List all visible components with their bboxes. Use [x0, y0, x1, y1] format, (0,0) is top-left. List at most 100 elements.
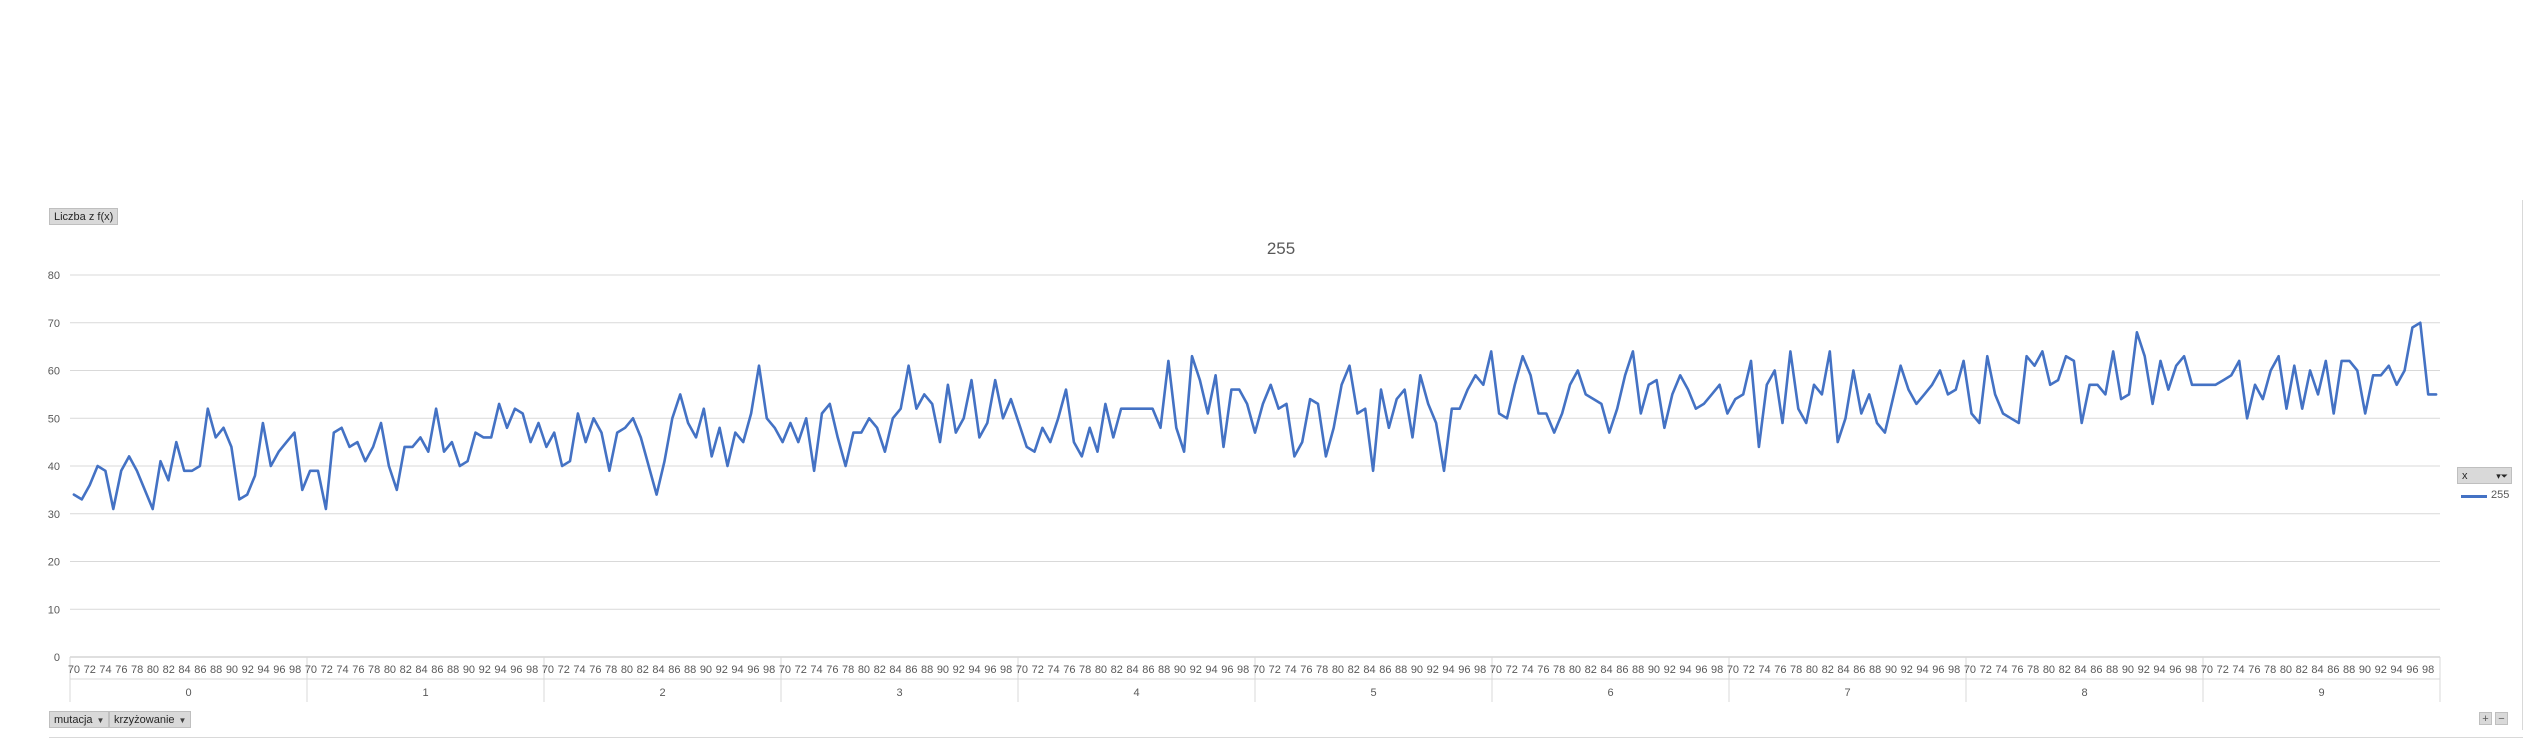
x-inner-tick-label: 90: [2122, 664, 2134, 676]
x-inner-tick-label: 78: [1316, 664, 1328, 676]
x-inner-tick-label: 88: [1632, 664, 1644, 676]
x-inner-tick-label: 92: [2138, 664, 2150, 676]
x-inner-tick-label: 76: [352, 664, 364, 676]
x-inner-tick-label: 80: [2043, 664, 2055, 676]
x-inner-tick-label: 76: [1063, 664, 1075, 676]
x-inner-tick-label: 84: [2311, 664, 2323, 676]
x-inner-tick-label: 90: [463, 664, 475, 676]
expand-button[interactable]: +: [2479, 712, 2492, 725]
x-inner-tick-label: 82: [400, 664, 412, 676]
x-inner-tick-label: 98: [526, 664, 538, 676]
collapse-button[interactable]: −: [2495, 712, 2508, 725]
x-inner-tick-label: 74: [810, 664, 822, 676]
x-inner-tick-label: 88: [921, 664, 933, 676]
axis-field-button-krzyzowanie[interactable]: krzyżowanie ▼: [109, 711, 192, 728]
x-inner-tick-label: 94: [1916, 664, 1928, 676]
x-outer-category-label: 8: [2081, 687, 2087, 699]
x-inner-tick-label: 70: [1016, 664, 1028, 676]
x-outer-category-label: 7: [1844, 687, 1850, 699]
x-inner-tick-label: 76: [2011, 664, 2023, 676]
x-outer-category-label: 6: [1607, 687, 1613, 699]
x-inner-tick-label: 76: [826, 664, 838, 676]
x-inner-tick-label: 70: [68, 664, 80, 676]
chart-title: 255: [1267, 239, 1295, 258]
x-inner-tick-label: 84: [889, 664, 901, 676]
x-inner-tick-label: 98: [1474, 664, 1486, 676]
x-inner-tick-label: 72: [1269, 664, 1281, 676]
x-inner-tick-label: 82: [163, 664, 175, 676]
x-inner-tick-label: 76: [115, 664, 127, 676]
y-tick-label: 50: [48, 413, 60, 425]
x-inner-tick-label: 94: [2153, 664, 2165, 676]
x-inner-tick-label: 90: [1174, 664, 1186, 676]
filter-icon: ▾⏷: [2496, 471, 2508, 481]
x-inner-tick-label: 90: [2359, 664, 2371, 676]
x-inner-tick-label: 76: [589, 664, 601, 676]
x-inner-tick-label: 72: [84, 664, 96, 676]
x-inner-tick-label: 84: [415, 664, 427, 676]
y-tick-label: 70: [48, 318, 60, 330]
x-inner-tick-label: 98: [2422, 664, 2434, 676]
axis-field-button-mutacja[interactable]: mutacja ▼: [49, 711, 110, 728]
legend-field-button[interactable]: x ▾⏷: [2457, 467, 2512, 484]
x-inner-tick-label: 70: [779, 664, 791, 676]
axis-field-label: mutacja: [54, 714, 93, 726]
x-inner-tick-label: 74: [1758, 664, 1770, 676]
x-inner-tick-label: 76: [1537, 664, 1549, 676]
value-field-button[interactable]: Liczba z f(x): [49, 208, 119, 225]
x-inner-tick-label: 88: [1395, 664, 1407, 676]
x-inner-tick-label: 92: [2375, 664, 2387, 676]
x-inner-tick-label: 92: [1427, 664, 1439, 676]
legend-series-label: 255: [2491, 489, 2510, 501]
x-inner-tick-label: 82: [2296, 664, 2308, 676]
x-inner-tick-label: 92: [1664, 664, 1676, 676]
x-inner-tick-label: 74: [2232, 664, 2244, 676]
x-inner-tick-label: 80: [2280, 664, 2292, 676]
x-inner-tick-label: 96: [747, 664, 759, 676]
x-inner-tick-label: 90: [1411, 664, 1423, 676]
x-inner-tick-label: 98: [1948, 664, 1960, 676]
x-inner-tick-label: 84: [652, 664, 664, 676]
x-inner-tick-label: 70: [542, 664, 554, 676]
x-inner-tick-label: 74: [1995, 664, 2007, 676]
value-field-label: Liczba z f(x): [54, 211, 114, 223]
x-inner-tick-label: 78: [1790, 664, 1802, 676]
x-inner-tick-label: 92: [1901, 664, 1913, 676]
x-inner-tick-label: 76: [1774, 664, 1786, 676]
x-inner-tick-label: 74: [1047, 664, 1059, 676]
x-inner-tick-label: 82: [874, 664, 886, 676]
x-inner-tick-label: 96: [2169, 664, 2181, 676]
x-inner-tick-label: 84: [1126, 664, 1138, 676]
x-inner-tick-label: 86: [431, 664, 443, 676]
x-inner-tick-label: 72: [1506, 664, 1518, 676]
x-inner-tick-label: 80: [858, 664, 870, 676]
x-inner-tick-label: 78: [2264, 664, 2276, 676]
x-inner-tick-label: 92: [242, 664, 254, 676]
x-inner-tick-label: 96: [1932, 664, 1944, 676]
x-inner-tick-label: 94: [1205, 664, 1217, 676]
x-outer-category-label: 0: [185, 687, 191, 699]
y-tick-label: 10: [48, 604, 60, 616]
x-inner-tick-label: 98: [763, 664, 775, 676]
x-inner-tick-label: 74: [1521, 664, 1533, 676]
x-inner-tick-label: 94: [731, 664, 743, 676]
x-inner-tick-label: 94: [257, 664, 269, 676]
x-inner-tick-label: 72: [2217, 664, 2229, 676]
x-inner-tick-label: 98: [289, 664, 301, 676]
x-inner-tick-label: 70: [1727, 664, 1739, 676]
x-inner-tick-label: 80: [1332, 664, 1344, 676]
x-inner-tick-label: 78: [1079, 664, 1091, 676]
legend-line-swatch: [2461, 495, 2487, 498]
x-inner-tick-label: 80: [1095, 664, 1107, 676]
x-inner-tick-label: 70: [1253, 664, 1265, 676]
x-inner-tick-label: 92: [953, 664, 965, 676]
x-inner-tick-label: 92: [479, 664, 491, 676]
x-inner-tick-label: 90: [937, 664, 949, 676]
x-inner-tick-label: 70: [1964, 664, 1976, 676]
x-inner-tick-label: 90: [1648, 664, 1660, 676]
x-inner-tick-label: 74: [1284, 664, 1296, 676]
x-inner-tick-label: 72: [1743, 664, 1755, 676]
x-inner-tick-label: 84: [178, 664, 190, 676]
x-inner-tick-label: 98: [1237, 664, 1249, 676]
